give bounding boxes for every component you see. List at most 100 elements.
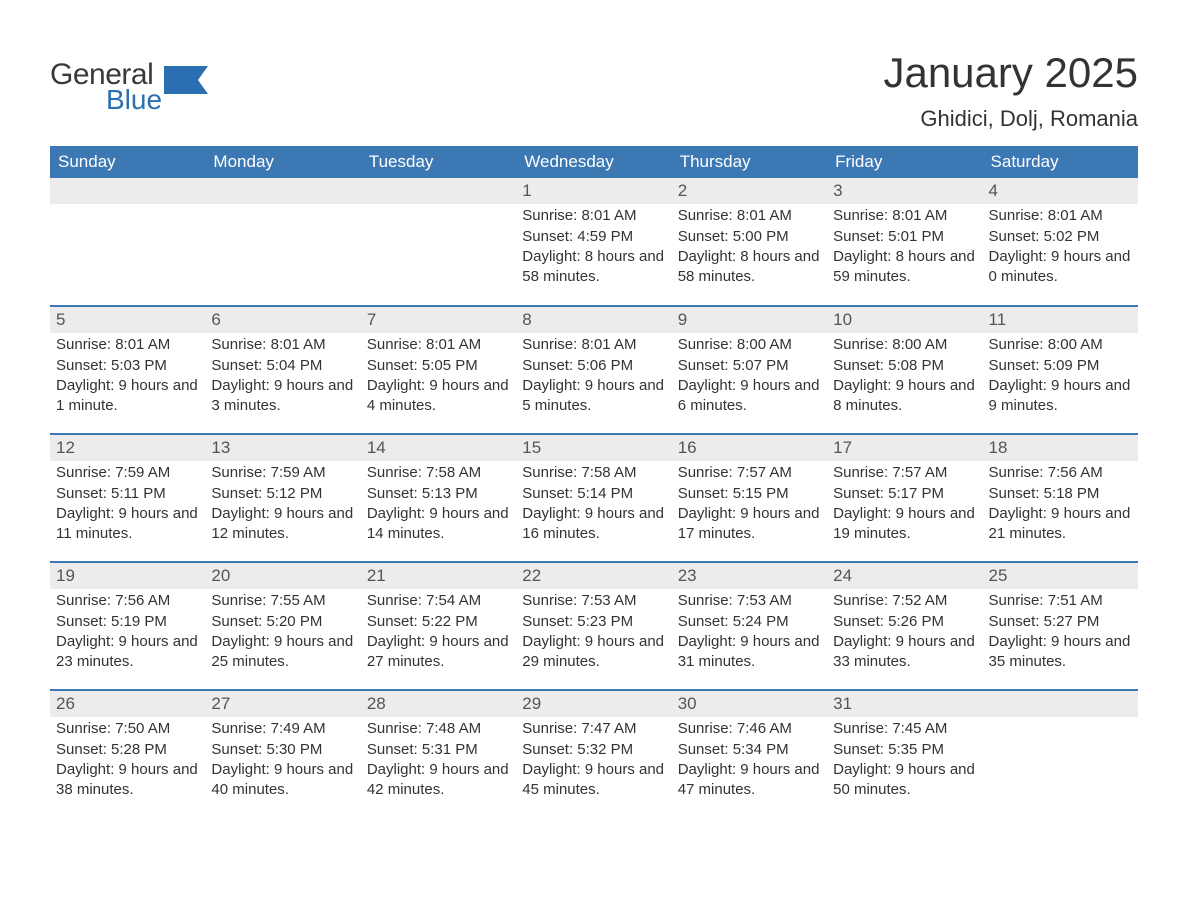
calendar-week: 26Sunrise: 7:50 AMSunset: 5:28 PMDayligh… bbox=[50, 690, 1138, 818]
sunset-text: Sunset: 5:26 PM bbox=[833, 612, 976, 632]
day-details: Sunrise: 8:01 AMSunset: 5:00 PMDaylight:… bbox=[672, 204, 827, 293]
day-details: Sunrise: 7:57 AMSunset: 5:17 PMDaylight:… bbox=[827, 461, 982, 550]
sunset-text: Sunset: 5:00 PM bbox=[678, 227, 821, 247]
day-number: 25 bbox=[983, 563, 1138, 589]
sunset-text: Sunset: 5:24 PM bbox=[678, 612, 821, 632]
sunrise-text: Sunrise: 7:56 AM bbox=[989, 463, 1132, 483]
brand-flag-icon bbox=[164, 66, 210, 99]
day-details: Sunrise: 8:00 AMSunset: 5:09 PMDaylight:… bbox=[983, 333, 1138, 422]
sunrise-text: Sunrise: 7:53 AM bbox=[522, 591, 665, 611]
sunrise-text: Sunrise: 8:01 AM bbox=[989, 206, 1132, 226]
sunset-text: Sunset: 5:04 PM bbox=[211, 356, 354, 376]
daylight-text: Daylight: 9 hours and 19 minutes. bbox=[833, 504, 976, 545]
title-block: January 2025 Ghidici, Dolj, Romania bbox=[883, 50, 1138, 132]
day-details: Sunrise: 7:47 AMSunset: 5:32 PMDaylight:… bbox=[516, 717, 671, 806]
sunrise-text: Sunrise: 7:59 AM bbox=[56, 463, 199, 483]
day-details: Sunrise: 8:01 AMSunset: 5:06 PMDaylight:… bbox=[516, 333, 671, 422]
sunrise-text: Sunrise: 7:51 AM bbox=[989, 591, 1132, 611]
sunrise-text: Sunrise: 7:47 AM bbox=[522, 719, 665, 739]
sunrise-text: Sunrise: 7:45 AM bbox=[833, 719, 976, 739]
brand-logo: General Blue bbox=[50, 50, 210, 114]
sunset-text: Sunset: 5:05 PM bbox=[367, 356, 510, 376]
sunset-text: Sunset: 5:20 PM bbox=[211, 612, 354, 632]
day-details: Sunrise: 8:00 AMSunset: 5:07 PMDaylight:… bbox=[672, 333, 827, 422]
calendar-cell: 3Sunrise: 8:01 AMSunset: 5:01 PMDaylight… bbox=[827, 178, 982, 306]
sunset-text: Sunset: 5:09 PM bbox=[989, 356, 1132, 376]
sunrise-text: Sunrise: 7:48 AM bbox=[367, 719, 510, 739]
daylight-text: Daylight: 9 hours and 35 minutes. bbox=[989, 632, 1132, 673]
sunrise-text: Sunrise: 8:00 AM bbox=[678, 335, 821, 355]
calendar-cell: 15Sunrise: 7:58 AMSunset: 5:14 PMDayligh… bbox=[516, 434, 671, 562]
calendar-week: 12Sunrise: 7:59 AMSunset: 5:11 PMDayligh… bbox=[50, 434, 1138, 562]
day-number: 23 bbox=[672, 563, 827, 589]
sunrise-text: Sunrise: 7:55 AM bbox=[211, 591, 354, 611]
sunset-text: Sunset: 5:31 PM bbox=[367, 740, 510, 760]
col-thursday: Thursday bbox=[672, 146, 827, 178]
daylight-text: Daylight: 9 hours and 21 minutes. bbox=[989, 504, 1132, 545]
sunset-text: Sunset: 5:27 PM bbox=[989, 612, 1132, 632]
calendar-cell bbox=[983, 690, 1138, 818]
day-number bbox=[983, 691, 1138, 717]
calendar-cell bbox=[50, 178, 205, 306]
calendar-week: 5Sunrise: 8:01 AMSunset: 5:03 PMDaylight… bbox=[50, 306, 1138, 434]
daylight-text: Daylight: 8 hours and 59 minutes. bbox=[833, 247, 976, 288]
day-details: Sunrise: 7:46 AMSunset: 5:34 PMDaylight:… bbox=[672, 717, 827, 806]
daylight-text: Daylight: 9 hours and 5 minutes. bbox=[522, 376, 665, 417]
calendar-header-row: Sunday Monday Tuesday Wednesday Thursday… bbox=[50, 146, 1138, 178]
day-number: 4 bbox=[983, 178, 1138, 204]
daylight-text: Daylight: 9 hours and 8 minutes. bbox=[833, 376, 976, 417]
day-number: 30 bbox=[672, 691, 827, 717]
day-number: 1 bbox=[516, 178, 671, 204]
daylight-text: Daylight: 8 hours and 58 minutes. bbox=[678, 247, 821, 288]
sunset-text: Sunset: 5:07 PM bbox=[678, 356, 821, 376]
day-number: 27 bbox=[205, 691, 360, 717]
sunrise-text: Sunrise: 7:56 AM bbox=[56, 591, 199, 611]
daylight-text: Daylight: 9 hours and 29 minutes. bbox=[522, 632, 665, 673]
day-details: Sunrise: 8:01 AMSunset: 5:03 PMDaylight:… bbox=[50, 333, 205, 422]
daylight-text: Daylight: 9 hours and 1 minute. bbox=[56, 376, 199, 417]
col-sunday: Sunday bbox=[50, 146, 205, 178]
sunrise-text: Sunrise: 7:50 AM bbox=[56, 719, 199, 739]
day-details: Sunrise: 7:52 AMSunset: 5:26 PMDaylight:… bbox=[827, 589, 982, 678]
month-title: January 2025 bbox=[883, 50, 1138, 96]
daylight-text: Daylight: 9 hours and 23 minutes. bbox=[56, 632, 199, 673]
sunset-text: Sunset: 5:14 PM bbox=[522, 484, 665, 504]
sunrise-text: Sunrise: 8:01 AM bbox=[367, 335, 510, 355]
location: Ghidici, Dolj, Romania bbox=[883, 106, 1138, 132]
calendar-table: Sunday Monday Tuesday Wednesday Thursday… bbox=[50, 146, 1138, 818]
calendar-week: 1Sunrise: 8:01 AMSunset: 4:59 PMDaylight… bbox=[50, 178, 1138, 306]
day-number bbox=[361, 178, 516, 204]
day-details: Sunrise: 7:59 AMSunset: 5:12 PMDaylight:… bbox=[205, 461, 360, 550]
day-details: Sunrise: 7:48 AMSunset: 5:31 PMDaylight:… bbox=[361, 717, 516, 806]
calendar-cell: 9Sunrise: 8:00 AMSunset: 5:07 PMDaylight… bbox=[672, 306, 827, 434]
daylight-text: Daylight: 9 hours and 45 minutes. bbox=[522, 760, 665, 801]
sunrise-text: Sunrise: 8:01 AM bbox=[833, 206, 976, 226]
calendar-cell: 7Sunrise: 8:01 AMSunset: 5:05 PMDaylight… bbox=[361, 306, 516, 434]
calendar-cell: 23Sunrise: 7:53 AMSunset: 5:24 PMDayligh… bbox=[672, 562, 827, 690]
calendar-cell: 28Sunrise: 7:48 AMSunset: 5:31 PMDayligh… bbox=[361, 690, 516, 818]
sunset-text: Sunset: 5:15 PM bbox=[678, 484, 821, 504]
calendar-cell: 16Sunrise: 7:57 AMSunset: 5:15 PMDayligh… bbox=[672, 434, 827, 562]
sunset-text: Sunset: 5:23 PM bbox=[522, 612, 665, 632]
sunrise-text: Sunrise: 8:01 AM bbox=[56, 335, 199, 355]
sunset-text: Sunset: 4:59 PM bbox=[522, 227, 665, 247]
day-details: Sunrise: 7:55 AMSunset: 5:20 PMDaylight:… bbox=[205, 589, 360, 678]
day-number: 13 bbox=[205, 435, 360, 461]
sunrise-text: Sunrise: 7:57 AM bbox=[833, 463, 976, 483]
day-number: 11 bbox=[983, 307, 1138, 333]
day-number: 5 bbox=[50, 307, 205, 333]
calendar-cell: 30Sunrise: 7:46 AMSunset: 5:34 PMDayligh… bbox=[672, 690, 827, 818]
sunrise-text: Sunrise: 8:01 AM bbox=[522, 335, 665, 355]
day-number: 26 bbox=[50, 691, 205, 717]
calendar-cell: 18Sunrise: 7:56 AMSunset: 5:18 PMDayligh… bbox=[983, 434, 1138, 562]
daylight-text: Daylight: 9 hours and 27 minutes. bbox=[367, 632, 510, 673]
day-number: 31 bbox=[827, 691, 982, 717]
calendar-cell: 8Sunrise: 8:01 AMSunset: 5:06 PMDaylight… bbox=[516, 306, 671, 434]
calendar-body: 1Sunrise: 8:01 AMSunset: 4:59 PMDaylight… bbox=[50, 178, 1138, 818]
daylight-text: Daylight: 9 hours and 50 minutes. bbox=[833, 760, 976, 801]
calendar-cell: 1Sunrise: 8:01 AMSunset: 4:59 PMDaylight… bbox=[516, 178, 671, 306]
sunset-text: Sunset: 5:02 PM bbox=[989, 227, 1132, 247]
day-details: Sunrise: 7:53 AMSunset: 5:23 PMDaylight:… bbox=[516, 589, 671, 678]
daylight-text: Daylight: 9 hours and 0 minutes. bbox=[989, 247, 1132, 288]
sunrise-text: Sunrise: 8:01 AM bbox=[522, 206, 665, 226]
